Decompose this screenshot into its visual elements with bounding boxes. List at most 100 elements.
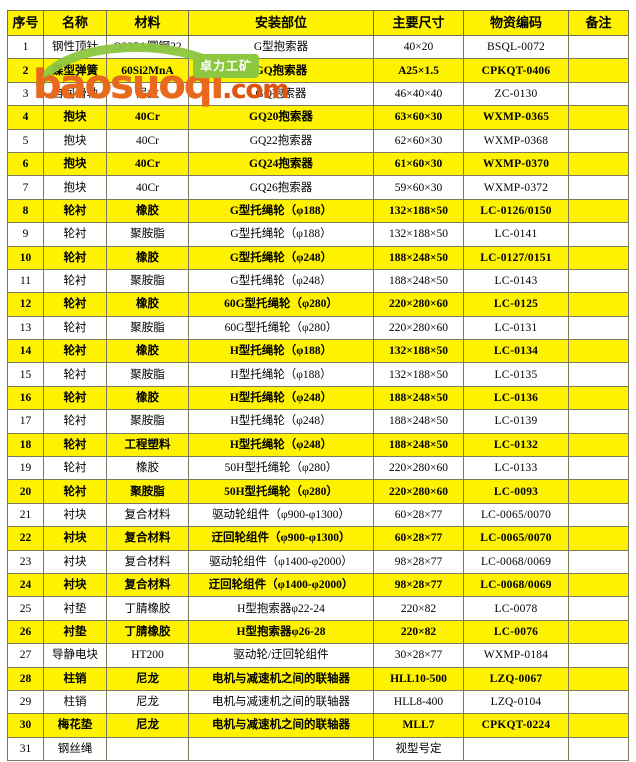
cell-seq: 27 [7,643,44,668]
cell-material: 复合材料 [106,502,189,528]
table-row: 31 钢丝绳 视型号定 [7,736,629,762]
cell-code: LC-0132 [463,432,569,458]
cell-code: LC-0141 [463,222,569,247]
cell-name: 导静电块 [43,643,107,668]
cell-seq: 16 [7,385,44,411]
cell-remark [568,268,629,294]
cell-name: 轮衬 [43,292,107,317]
cell-size: 220×280×60 [373,315,464,341]
cell-position: 驱动轮/迂回轮组件 [188,643,374,668]
cell-remark [568,409,629,434]
cell-seq: 17 [7,409,44,434]
cell-remark [568,619,629,645]
cell-name: 轮衬 [43,268,107,294]
cell-seq: 18 [7,432,44,458]
cell-name: 衬块 [43,572,107,598]
cell-remark [568,385,629,411]
cell-size: 220×280×60 [373,456,464,481]
column-header-remark: 备注 [568,10,629,36]
table-row: 2 碟型弹簧 60Si2MnA GQ抱索器 A25×1.5 CPKQT-0406 [7,58,629,83]
cell-remark [568,34,629,60]
cell-remark [568,151,629,177]
cell-material: 复合材料 [106,526,189,551]
parts-list-sheet: 序号 名称 材料 安装部位 主要尺寸 物资编码 备注 1 钢性顶针 Q235A圆钢2… [7,10,629,762]
cell-size: 220×280×60 [373,292,464,317]
cell-position: H型托绳轮（φ188） [188,362,374,387]
parts-table: 序号 名称 材料 安装部位 主要尺寸 物资编码 备注 1 钢性顶针 Q235A圆钢2… [7,10,629,762]
cell-size: 40×20 [373,34,464,60]
cell-size: 188×248×50 [373,385,464,411]
cell-seq: 10 [7,245,44,270]
table-row: 24 衬块 复合材料 迂回轮组件（φ1400-φ2000） 98×28×77 LC-006… [7,572,629,598]
table-row: 10 轮衬 橡胶 G型托绳轮（φ248） 188×248×50 LC-0127/0151 [7,245,629,270]
table-row: 26 衬垫 丁腈橡胶 H型抱索器φ26-28 220×82 LC-0076 [7,619,629,645]
cell-code: BSQL-0072 [463,34,569,60]
table-row: 16 轮衬 橡胶 H型托绳轮（φ248） 188×248×50 LC-0136 [7,385,629,411]
cell-remark [568,339,629,364]
cell-name: 衬垫 [43,619,107,645]
cell-code: LZQ-0104 [463,689,569,715]
cell-position: 电机与减速机之间的联轴器 [188,689,374,715]
cell-size: 98×28×77 [373,549,464,574]
cell-code: LC-0136 [463,385,569,411]
table-row: 19 轮衬 橡胶 50H型托绳轮（φ280） 220×280×60 LC-0133 [7,456,629,481]
cell-material: 丁腈橡胶 [106,619,189,645]
cell-remark [568,362,629,387]
cell-size: MLL7 [373,713,464,738]
cell-material: 橡胶 [106,292,189,317]
cell-seq: 14 [7,339,44,364]
cell-name: 轮衬 [43,222,107,247]
table-row: 22 衬块 复合材料 迂回轮组件（φ900-φ1300） 60×28×77 LC-0065… [7,526,629,551]
header-row: 序号 名称 材料 安装部位 主要尺寸 物资编码 备注 [7,10,629,36]
cell-material: 丁腈橡胶 [106,596,189,621]
table-row: 15 轮衬 聚胺脂 H型托绳轮（φ188） 132×188×50 LC-0135 [7,362,629,387]
cell-seq: 2 [7,58,44,83]
cell-remark [568,245,629,270]
cell-material: 尼龙 [106,666,189,691]
cell-remark [568,315,629,341]
table-header: 序号 名称 材料 安装部位 主要尺寸 物资编码 备注 [7,10,629,36]
cell-name: 轮衬 [43,315,107,341]
cell-name: 抱块 [43,175,107,200]
cell-size: 62×60×30 [373,128,464,153]
cell-remark [568,666,629,691]
cell-material: 聚胺脂 [106,268,189,294]
table-row: 9 轮衬 聚胺脂 G型托绳轮（φ188） 132×188×50 LC-0141 [7,222,629,247]
cell-code: LC-0131 [463,315,569,341]
cell-remark [568,175,629,200]
cell-position: 驱动轮组件（φ900-φ1300） [188,502,374,528]
cell-name: 抱块 [43,105,107,130]
cell-code: WXMP-0184 [463,643,569,668]
cell-position: 60G型托绳轮（φ280） [188,292,374,317]
cell-material: 尼龙 [106,713,189,738]
cell-position: G型托绳轮（φ188） [188,222,374,247]
cell-remark [568,479,629,504]
column-header-material: 材料 [106,10,189,36]
cell-position: GQ抱索器 [188,58,374,83]
cell-name: 柱销 [43,689,107,715]
table-row: 18 轮衬 工程塑料 H型托绳轮（φ248） 188×248×50 LC-0132 [7,432,629,458]
cell-seq: 25 [7,596,44,621]
cell-position: H型托绳轮（φ248） [188,432,374,458]
cell-name: 轮衬 [43,362,107,387]
cell-name: 轮衬 [43,245,107,270]
cell-position: GQ26抱索器 [188,175,374,200]
cell-seq: 15 [7,362,44,387]
cell-seq: 6 [7,151,44,177]
cell-material: 尼龙 [106,689,189,715]
cell-remark [568,81,629,107]
column-header-seq: 序号 [7,10,44,36]
cell-position: G型托绳轮（φ248） [188,245,374,270]
cell-seq: 19 [7,456,44,481]
cell-code: WXMP-0368 [463,128,569,153]
cell-size: 188×248×50 [373,245,464,270]
cell-code: LZQ-0067 [463,666,569,691]
cell-code: LC-0065/0070 [463,526,569,551]
cell-position: G型抱索器 [188,34,374,60]
cell-position: GQ20抱索器 [188,105,374,130]
table-row: 17 轮衬 聚胺脂 H型托绳轮（φ248） 188×248×50 LC-0139 [7,409,629,434]
cell-name: 衬垫 [43,596,107,621]
cell-code: CPKQT-0224 [463,713,569,738]
cell-position: H型托绳轮（φ248） [188,409,374,434]
cell-remark [568,526,629,551]
